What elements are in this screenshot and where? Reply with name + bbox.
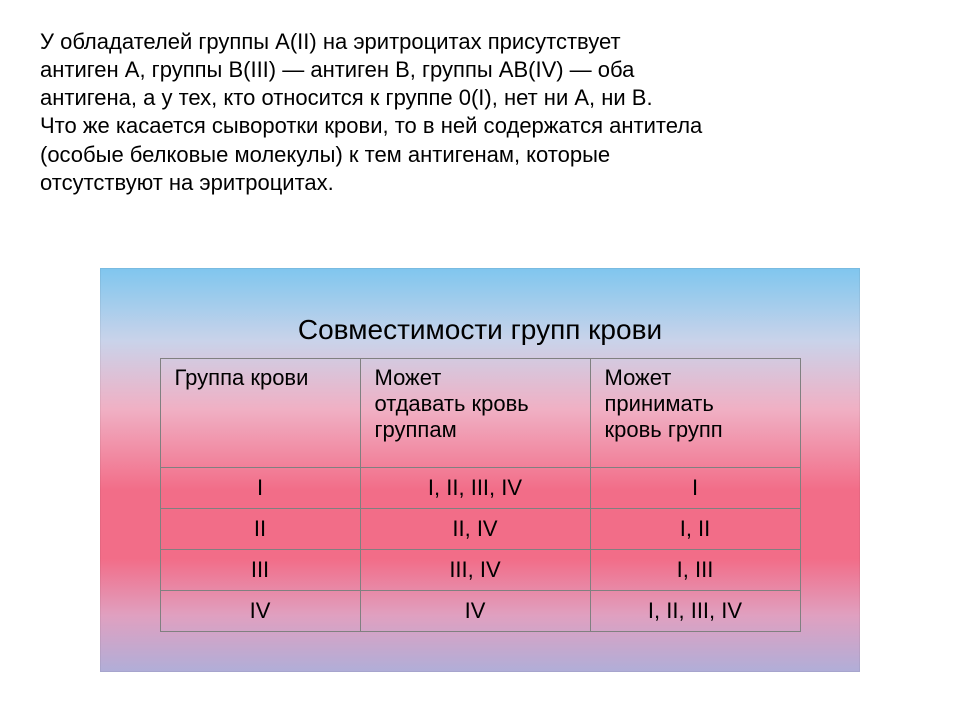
- table-row: III III, IV I, III: [160, 550, 800, 591]
- cell-donate: IV: [360, 591, 590, 632]
- panel-title: Совместимости групп крови: [100, 268, 860, 358]
- cell-group: IV: [160, 591, 360, 632]
- cell-group: II: [160, 509, 360, 550]
- col-header-donate: Может отдавать кровь группам: [360, 359, 590, 468]
- cell-donate: I, II, III, IV: [360, 468, 590, 509]
- compatibility-panel: Совместимости групп крови Группа крови М…: [100, 268, 860, 672]
- col-header-group: Группа крови: [160, 359, 360, 468]
- cell-group: III: [160, 550, 360, 591]
- intro-paragraph: У обладателей группы А(II) на эритроцита…: [40, 28, 920, 197]
- compatibility-table: Группа крови Может отдавать кровь группа…: [160, 358, 801, 632]
- cell-receive: I, II, III, IV: [590, 591, 800, 632]
- cell-donate: III, IV: [360, 550, 590, 591]
- cell-receive: I, II: [590, 509, 800, 550]
- table-row: IV IV I, II, III, IV: [160, 591, 800, 632]
- table-row: I I, II, III, IV I: [160, 468, 800, 509]
- cell-donate: II, IV: [360, 509, 590, 550]
- table-header-row: Группа крови Может отдавать кровь группа…: [160, 359, 800, 468]
- table-row: II II, IV I, II: [160, 509, 800, 550]
- cell-receive: I: [590, 468, 800, 509]
- col-header-receive: Может принимать кровь групп: [590, 359, 800, 468]
- cell-group: I: [160, 468, 360, 509]
- cell-receive: I, III: [590, 550, 800, 591]
